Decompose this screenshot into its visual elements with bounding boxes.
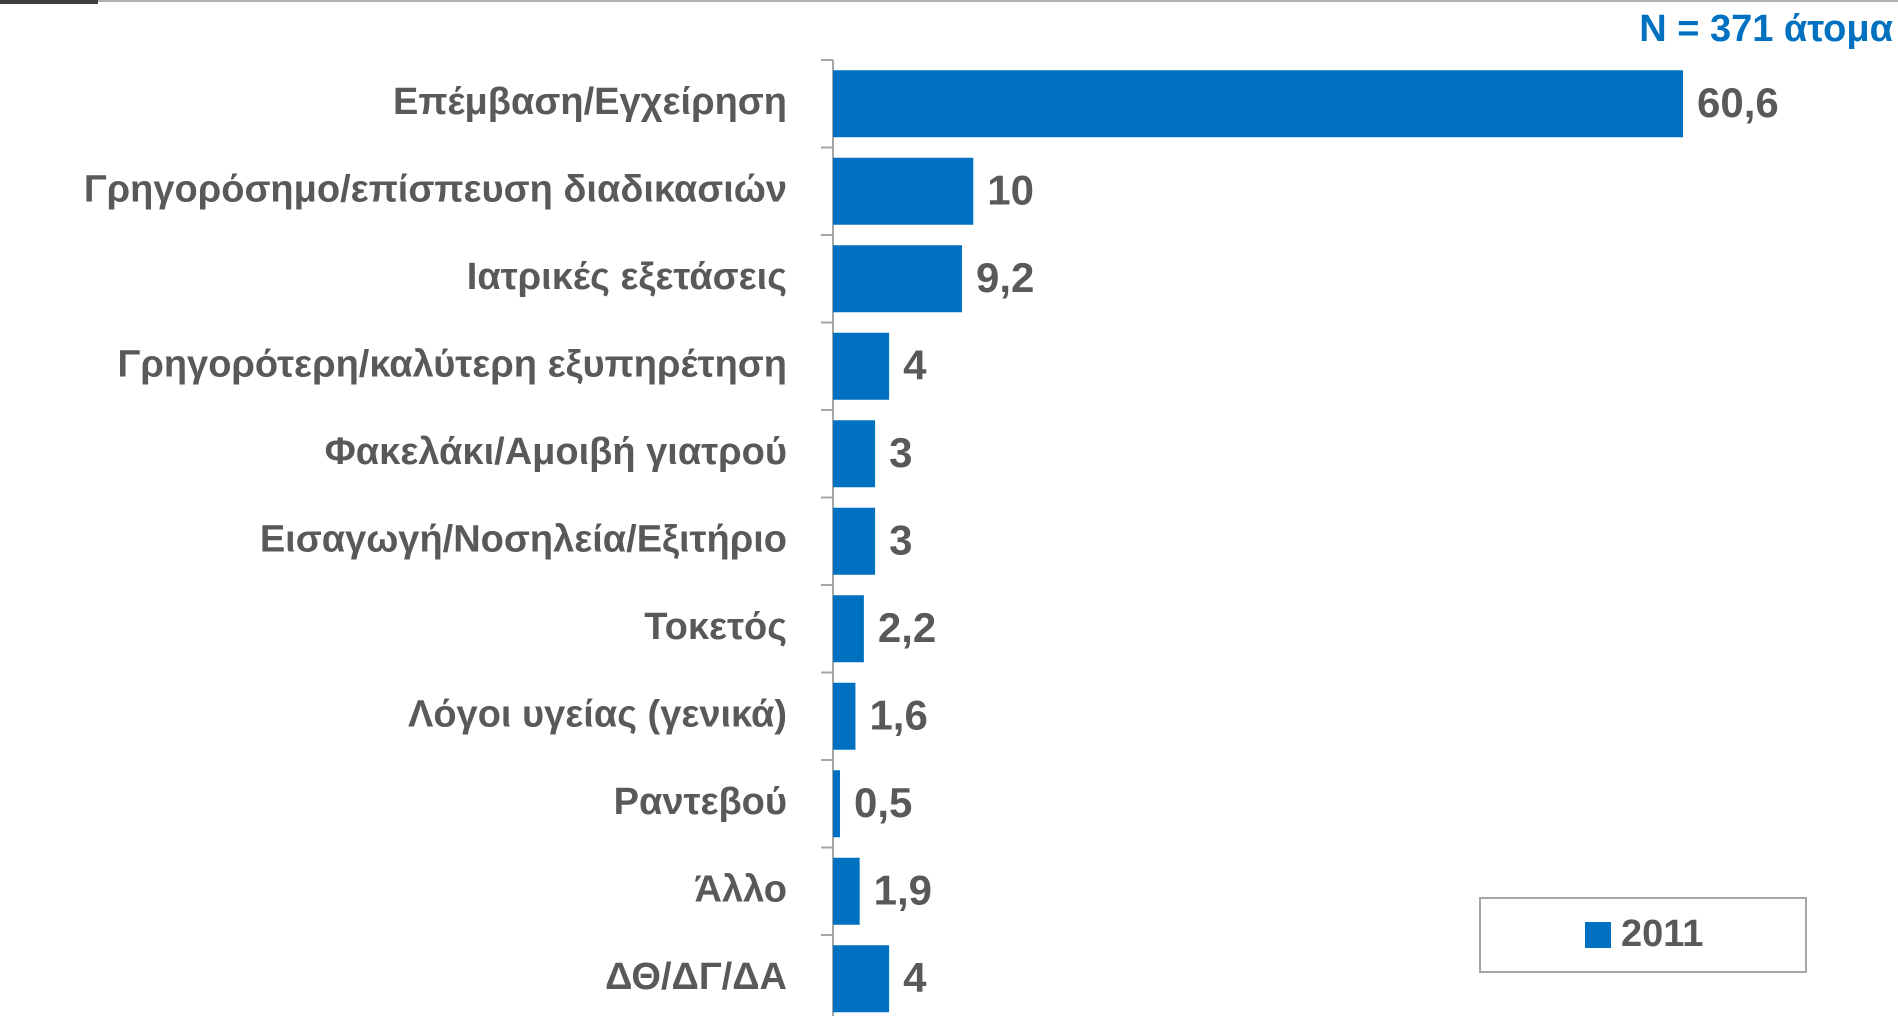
bar bbox=[833, 70, 1683, 138]
category-label: Εισαγωγή/Νοσηλεία/Εξιτήριο bbox=[260, 518, 787, 560]
bar bbox=[833, 157, 974, 225]
value-label: 2,2 bbox=[878, 604, 936, 651]
category-label: Ιατρικές εξετάσεις bbox=[467, 256, 787, 298]
bar bbox=[833, 420, 876, 488]
bar bbox=[833, 595, 864, 663]
category-label: Επέμβαση/Εγχείρηση bbox=[393, 81, 787, 123]
legend-box bbox=[1479, 897, 1807, 973]
top-corner bbox=[0, 0, 98, 4]
value-label: 1,9 bbox=[874, 866, 932, 913]
category-label: Ραντεβού bbox=[614, 781, 787, 823]
category-label: Λόγοι υγείας (γενικά) bbox=[408, 693, 787, 735]
category-label: ΔΘ/ΔΓ/ΔΑ bbox=[605, 956, 787, 998]
bar bbox=[833, 507, 876, 575]
legend-label: 2011 bbox=[1621, 913, 1703, 955]
value-label: 0,5 bbox=[854, 779, 912, 826]
value-label: 3 bbox=[889, 429, 912, 476]
annotation: N = 371 άτομα bbox=[1639, 8, 1893, 50]
value-label: 4 bbox=[903, 341, 927, 388]
category-label: Άλλο bbox=[695, 868, 787, 910]
category-label: Φακελάκι/Αμοιβή γιατρού bbox=[325, 431, 787, 473]
bar bbox=[833, 245, 963, 313]
value-label: 10 bbox=[987, 166, 1034, 213]
category-label: Τοκετός bbox=[644, 606, 787, 648]
legend-swatch bbox=[1585, 922, 1611, 948]
value-label: 1,6 bbox=[869, 691, 927, 738]
value-label: 3 bbox=[889, 516, 912, 563]
bar bbox=[833, 332, 890, 400]
category-label: Γρηγορόσημο/επίσπευση διαδικασιών bbox=[84, 168, 787, 210]
bar bbox=[833, 682, 856, 750]
value-label: 4 bbox=[903, 954, 927, 1001]
value-label: 60,6 bbox=[1697, 79, 1779, 126]
category-label: Γρηγορότερη/καλύτερη εξυπηρέτηση bbox=[118, 343, 788, 385]
bar bbox=[833, 857, 860, 925]
bar bbox=[833, 945, 890, 1013]
bar bbox=[833, 770, 841, 838]
value-label: 9,2 bbox=[976, 254, 1034, 301]
